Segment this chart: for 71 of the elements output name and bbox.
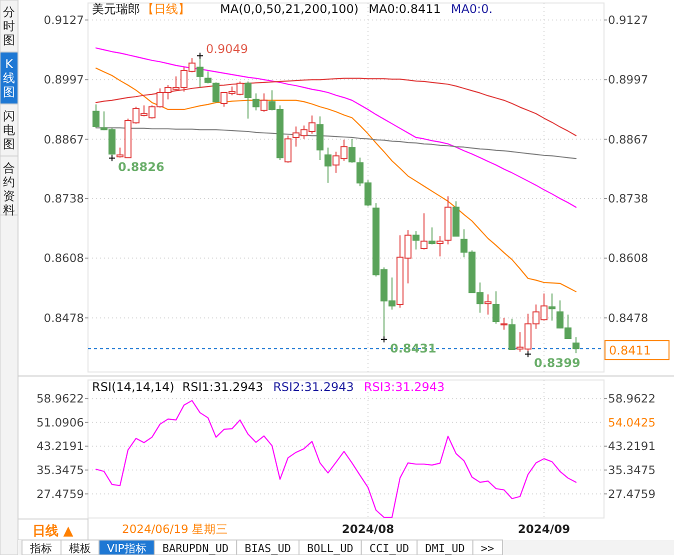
y2-tick-label: 43.2191: [608, 439, 656, 454]
candlestick: [204, 70, 212, 84]
text: 分时图: [3, 5, 15, 47]
y2-tick-label: 0.8738: [608, 192, 648, 206]
y2-tick-label: 0.8608: [608, 251, 648, 266]
candlestick: [484, 294, 492, 316]
y-tick-label: 0.8478: [44, 310, 84, 325]
y-tick-label: 43.2191: [36, 439, 84, 454]
y2-tick-label: 58.9622: [608, 392, 656, 406]
x-tick-label: 2024/09: [518, 522, 570, 536]
y2-tick-label: 27.4759: [608, 486, 656, 501]
line-series: [95, 400, 577, 518]
candlestick: [492, 290, 500, 324]
candlestick: [500, 317, 508, 330]
annotation: MA(0,0,50,21,200,100): [220, 2, 359, 16]
y2-tick-label: 0.8997: [608, 72, 648, 87]
text: 54.0425: [608, 415, 656, 430]
y-tick-label: 0.8867: [44, 132, 84, 146]
chart-title: 美元瑞郎: [92, 2, 140, 16]
annotation: RSI3:31.2943: [364, 380, 445, 394]
annotation: RSI2:31.2943: [273, 380, 354, 394]
annotation: 0.9049: [206, 42, 248, 56]
annotation: 0.8431: [390, 341, 436, 356]
y2-tick-label: 0.8478: [608, 310, 648, 325]
annotation: MA0:0.8411: [368, 2, 441, 16]
chart-title: RSI(14,14,14): [92, 380, 174, 394]
text: CCI_UD: [369, 542, 410, 555]
text: >>: [480, 542, 494, 555]
candlestick: [428, 226, 436, 245]
candlestick: [324, 147, 332, 184]
y-tick-label: 0.8738: [44, 192, 84, 206]
candlestick: [260, 92, 268, 112]
y-tick-label: 35.3475: [36, 463, 84, 478]
y2-tick-label: 0.9127: [608, 12, 648, 27]
text: K线图: [3, 57, 15, 99]
candlestick: [244, 80, 252, 120]
annotation: 0.8826: [118, 160, 164, 174]
text: 闪电图: [3, 109, 15, 151]
text: 日线 ▲: [32, 524, 74, 539]
y-tick-label: 51.0906: [36, 415, 84, 430]
candlestick: [212, 82, 220, 104]
text: 2024/06/19 星期三: [122, 522, 228, 536]
y-tick-label: 0.8997: [44, 72, 84, 87]
annotation: MA0:0.: [450, 2, 493, 16]
y-tick-label: 0.9127: [44, 12, 84, 27]
line-series: [95, 68, 577, 292]
text: BIAS_UD: [244, 542, 291, 555]
text: VIP指标: [107, 542, 146, 555]
candlestick: [412, 230, 420, 250]
text: BOLL_UD: [307, 542, 354, 555]
chart-subtitle: 【日线】: [142, 2, 190, 16]
text: BARUPDN_UD: [162, 542, 229, 555]
text: 合约资料: [3, 161, 15, 217]
annotation: RSI1:31.2943: [182, 380, 264, 394]
text: 指标: [29, 542, 52, 555]
x-tick-label: 2024/08: [342, 522, 394, 536]
annotation: 0.8399: [534, 356, 580, 370]
candlestick: [252, 92, 260, 111]
y2-tick-label: 35.3475: [608, 463, 656, 478]
candlestick: [284, 135, 292, 164]
candlestick: [92, 104, 100, 128]
ref-line-label: 0.8411: [609, 344, 651, 358]
y-tick-label: 58.9622: [36, 392, 84, 406]
candlestick: [572, 336, 580, 354]
y-tick-label: 0.8608: [44, 251, 84, 266]
text: 模板: [69, 542, 91, 555]
candlestick: [420, 212, 428, 250]
y2-tick-label: 0.8867: [608, 132, 648, 146]
text: DMI_UD: [425, 542, 465, 555]
candlestick: [548, 293, 556, 322]
y-tick-label: 27.4759: [36, 486, 84, 501]
